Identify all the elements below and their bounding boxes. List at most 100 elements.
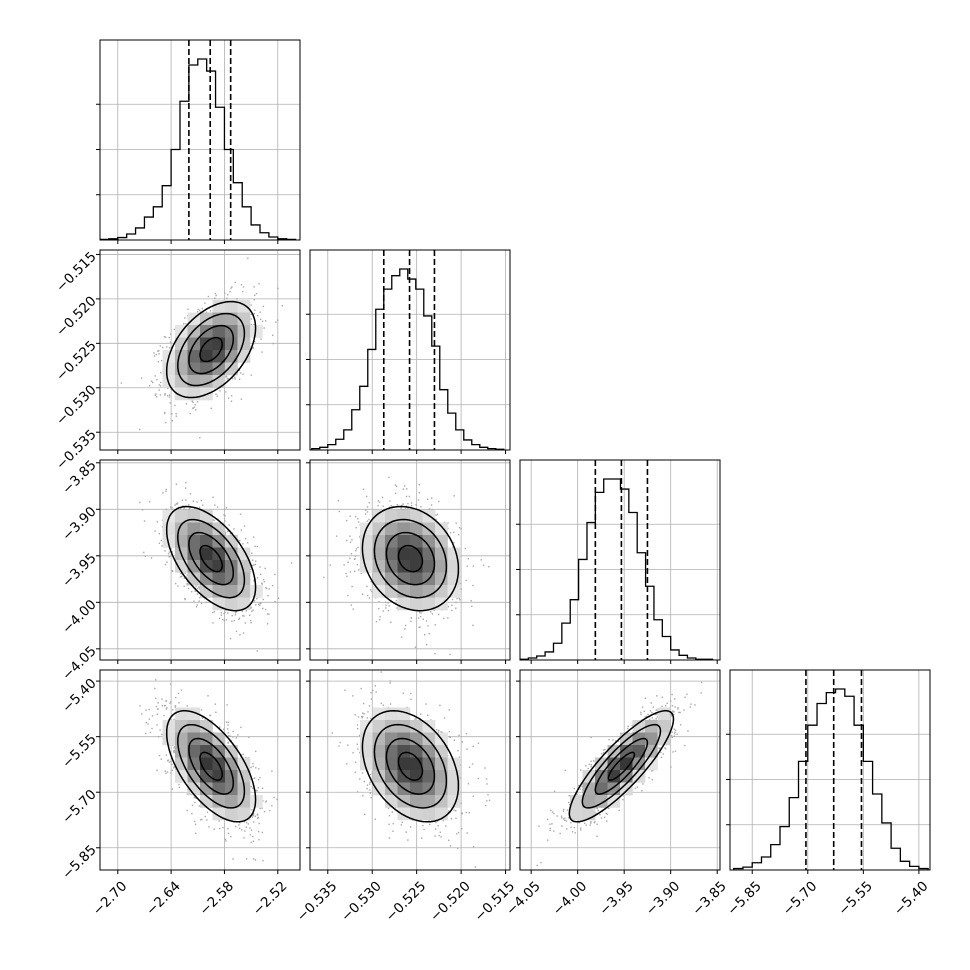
scatter-point (365, 509, 367, 511)
scatter-point (274, 573, 276, 576)
scatter-point (404, 628, 406, 630)
scatter-point (434, 652, 436, 655)
scatter-point (234, 376, 236, 378)
scatter-point (252, 840, 255, 842)
scatter-point (257, 816, 259, 819)
scatter-point (224, 514, 226, 517)
scatter-point (227, 732, 229, 734)
scatter-point (243, 615, 245, 617)
scatter-point (381, 496, 384, 499)
scatter-point (230, 835, 232, 838)
scatter-point (201, 307, 203, 310)
density-cell (422, 560, 436, 573)
scatter-point (175, 696, 177, 699)
scatter-point (390, 504, 392, 507)
scatter-point (199, 588, 201, 590)
scatter-point (385, 604, 387, 606)
scatter-point (263, 580, 266, 583)
scatter-point (212, 518, 214, 521)
scatter-point (238, 369, 241, 371)
scatter-point (401, 504, 403, 507)
scatter-point (256, 650, 258, 652)
scatter-point (262, 598, 264, 601)
scatter-point (458, 527, 461, 529)
scatter-point (261, 320, 264, 322)
scatter-point (165, 488, 167, 491)
scatter-point (428, 632, 430, 635)
scatter-point (245, 610, 248, 612)
scatter-point (181, 499, 184, 501)
scatter-point (274, 600, 276, 603)
scatter-point (430, 504, 433, 506)
scatter-point (166, 707, 168, 709)
scatter-point (253, 323, 255, 326)
scatter-point (357, 546, 359, 549)
density-cell (237, 350, 251, 363)
scatter-point (174, 582, 177, 585)
scatter-point (175, 413, 177, 415)
scatter-point (256, 577, 259, 579)
scatter-point (255, 604, 257, 606)
scatter-point (198, 506, 201, 509)
scatter-point (224, 531, 227, 533)
scatter-point (233, 528, 235, 530)
scatter-point (262, 607, 264, 610)
scatter-point (250, 621, 252, 624)
density-cell (212, 325, 226, 338)
scatter-point (345, 572, 347, 575)
scatter-point (239, 540, 241, 542)
scatter-point (250, 607, 252, 610)
scatter-point (417, 499, 420, 501)
scatter-point (232, 730, 234, 733)
density-cell (422, 535, 436, 548)
scatter-point (191, 804, 194, 806)
scatter-point (199, 597, 201, 599)
density-cell (410, 510, 423, 523)
scatter-point (220, 614, 223, 616)
scatter-point (370, 581, 372, 583)
scatter-point (175, 415, 178, 417)
density-cell (187, 387, 201, 401)
density-cell (250, 585, 263, 598)
scatter-point (238, 827, 241, 830)
density-cell (360, 560, 373, 573)
density-cell (447, 547, 461, 561)
scatter-point (407, 507, 409, 510)
scatter-point (419, 626, 421, 628)
scatter-point (158, 533, 161, 535)
scatter-point (227, 397, 230, 399)
density-cell (447, 560, 461, 573)
scatter-point (257, 817, 259, 820)
scatter-point (169, 555, 171, 557)
scatter-point (252, 812, 255, 815)
scatter-point (193, 600, 195, 602)
scatter-point (453, 541, 455, 544)
scatter-point (268, 613, 270, 615)
scatter-point (262, 579, 265, 581)
scatter-point (185, 323, 187, 325)
scatter-point (458, 597, 460, 599)
density-cell (200, 510, 213, 523)
scatter-point (191, 813, 193, 815)
scatter-point (143, 551, 145, 554)
scatter-point (192, 407, 194, 409)
scatter-point (394, 492, 397, 495)
density-cell (175, 375, 188, 388)
density-cell (225, 300, 238, 313)
scatter-point (338, 510, 341, 513)
scatter-point (231, 377, 234, 380)
scatter-point (151, 727, 153, 730)
scatter-point (196, 593, 199, 595)
scatter-point (488, 566, 490, 568)
scatter-point (169, 702, 171, 704)
scatter-point (168, 556, 170, 558)
scatter-point (290, 562, 293, 564)
scatter-point (250, 785, 252, 788)
panel-content (310, 460, 510, 660)
scatter-point (201, 818, 203, 821)
scatter-point (456, 597, 458, 600)
scatter-point (154, 530, 156, 532)
scatter-point (215, 294, 217, 297)
contour-2 (177, 518, 246, 599)
scatter-point (375, 621, 378, 623)
